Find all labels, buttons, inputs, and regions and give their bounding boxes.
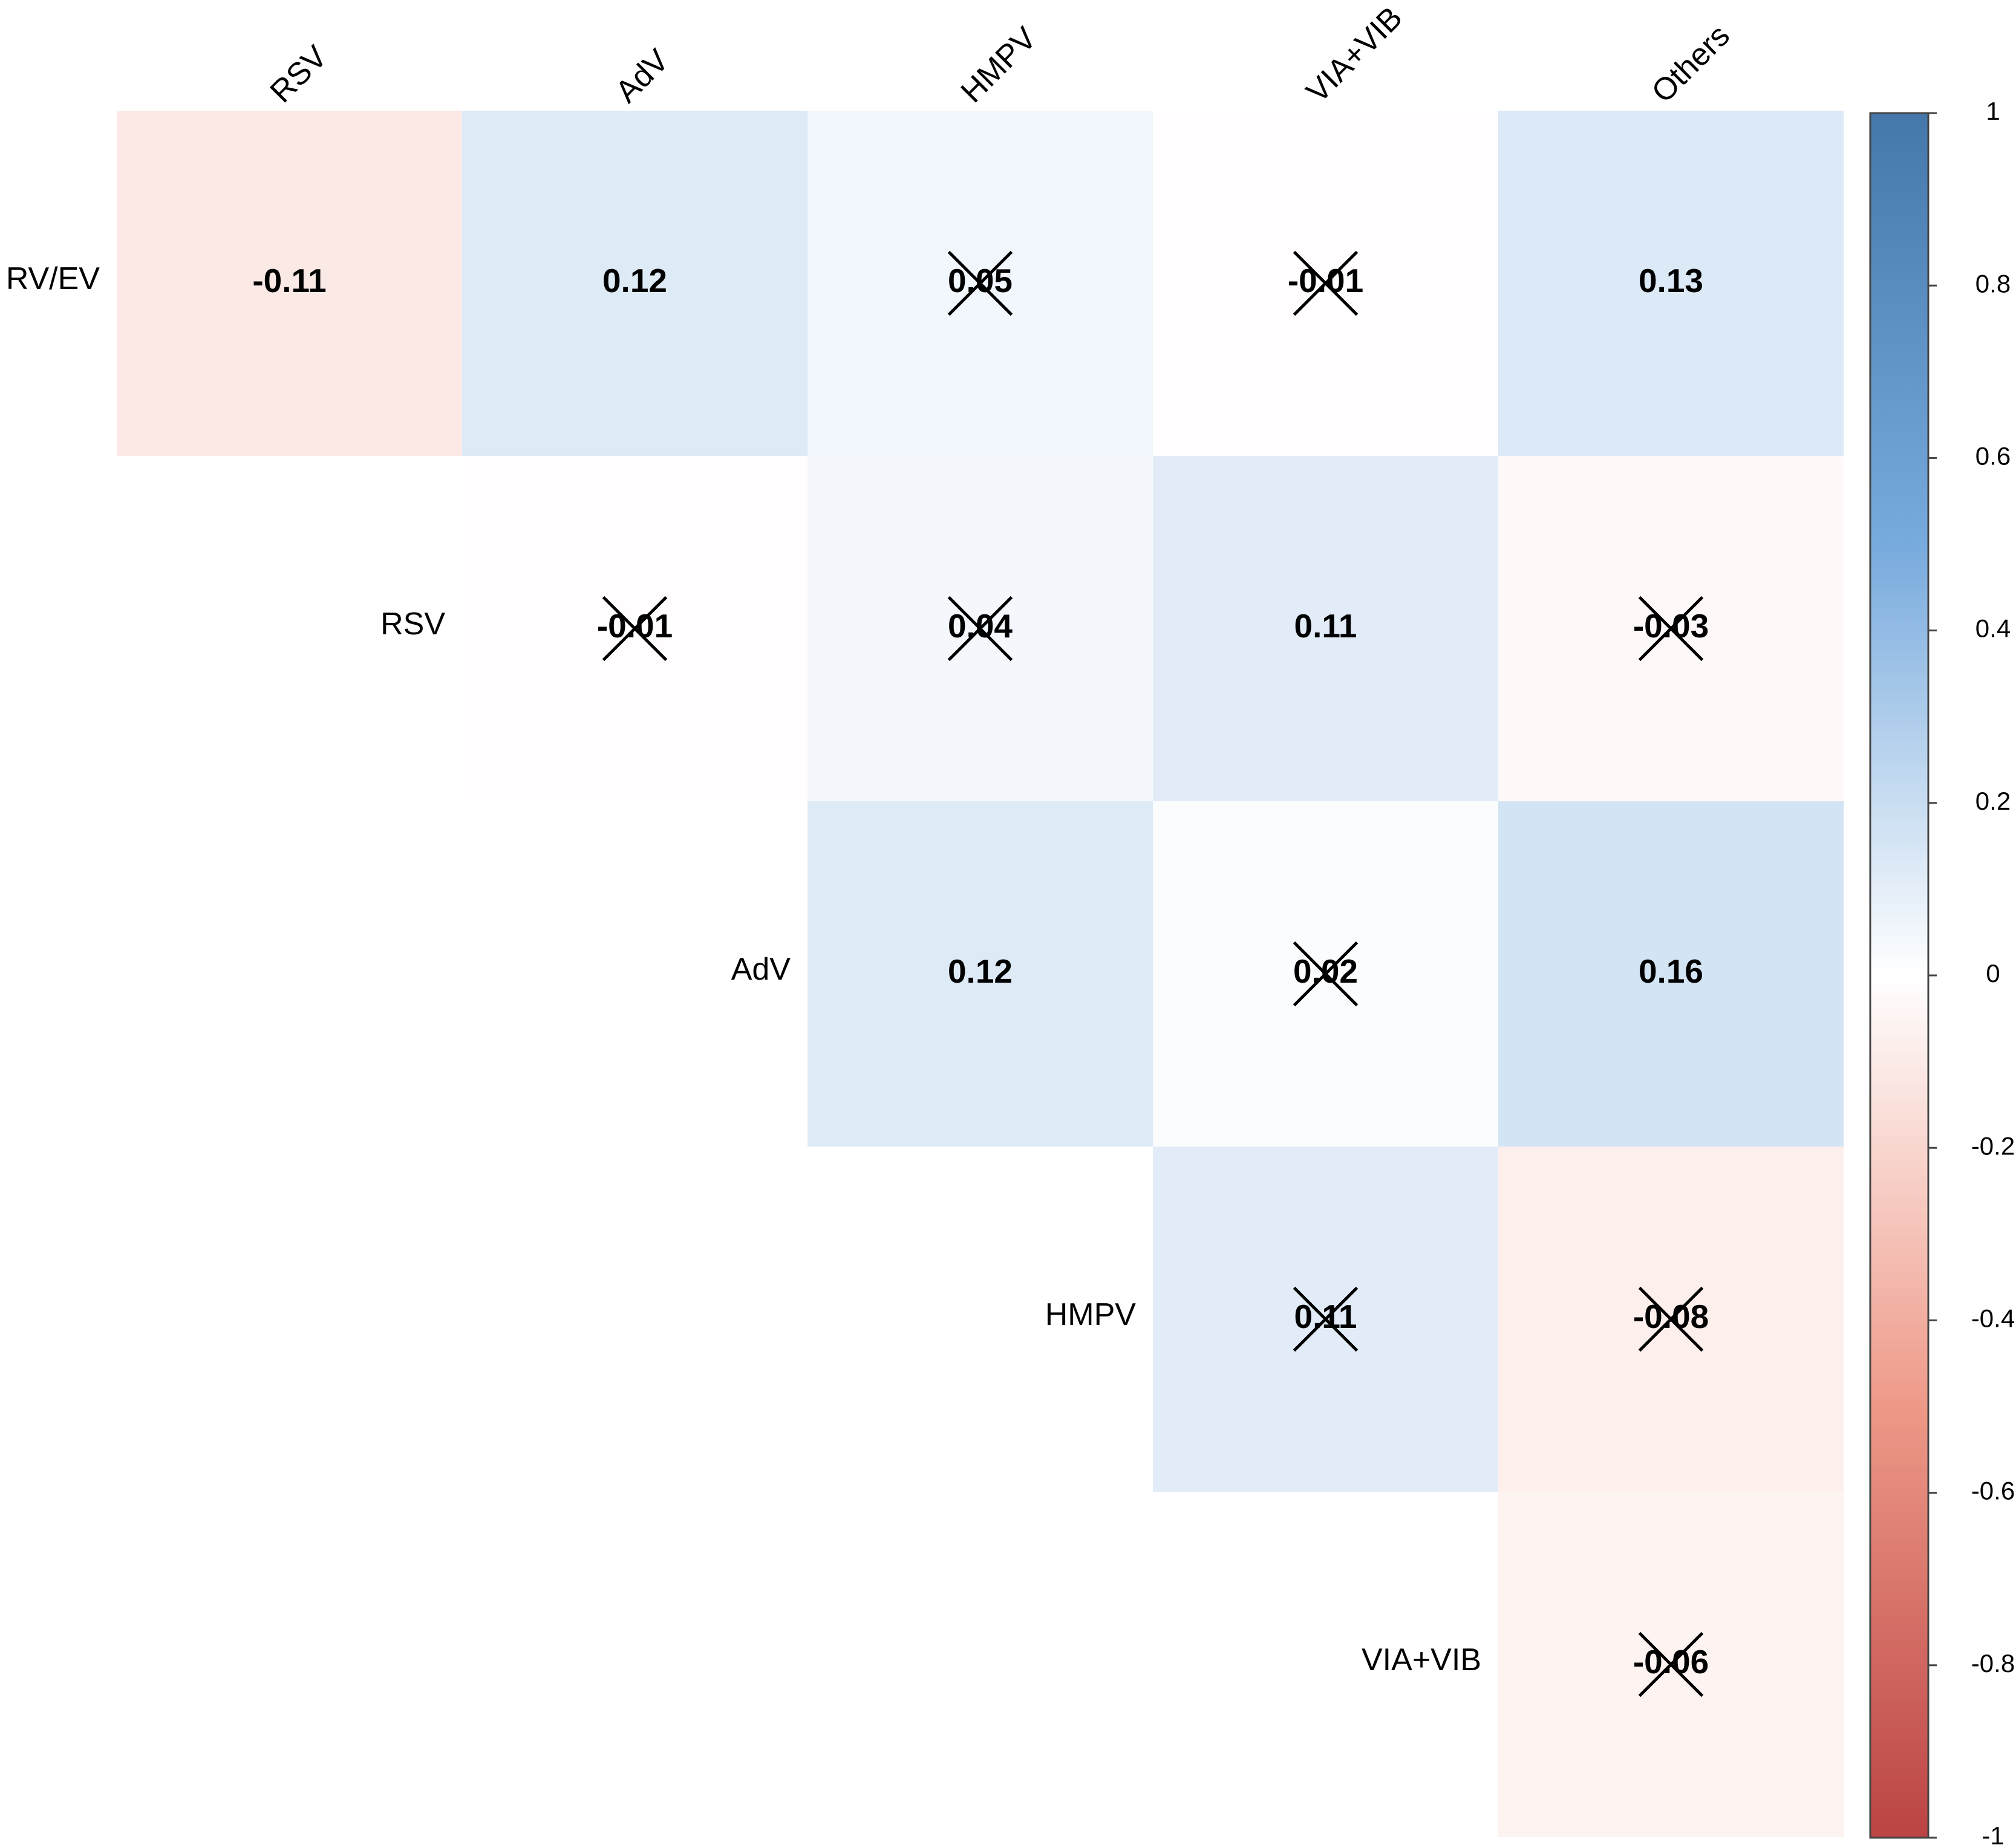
cell-value: 0.11 xyxy=(1294,1298,1357,1335)
insignificant-cross xyxy=(602,596,668,662)
cell-value: 0.04 xyxy=(948,607,1013,645)
row-label: VIA+VIB xyxy=(1362,1642,1481,1677)
column-label: HMPV xyxy=(954,21,1043,109)
insignificant-cross xyxy=(947,250,1013,316)
cell-value: -0.11 xyxy=(252,262,326,299)
color-bar xyxy=(1869,112,1930,1839)
color-bar-label: -1 xyxy=(1982,1821,2004,1848)
cell-value: -0.06 xyxy=(1633,1643,1709,1680)
heatmap-cell xyxy=(1153,456,1498,801)
row-label: RSV xyxy=(380,607,445,642)
cell-value: 0.12 xyxy=(948,952,1013,990)
cell-value: 0.05 xyxy=(948,262,1013,299)
cell-value: -0.08 xyxy=(1633,1298,1709,1335)
column-label: Others xyxy=(1645,18,1737,109)
cell-value: 0.02 xyxy=(1293,952,1358,990)
heatmap-cell xyxy=(1498,801,1844,1147)
heatmap-cell xyxy=(462,111,807,456)
heatmap-cell xyxy=(1498,111,1844,456)
insignificant-cross xyxy=(1293,941,1359,1007)
cell-value: 0.13 xyxy=(1639,262,1703,299)
insignificant-cross xyxy=(1638,1632,1704,1697)
row-label: RV/EV xyxy=(6,261,100,296)
color-bar-label: -0.2 xyxy=(1971,1131,2015,1160)
color-bar-label: 0.6 xyxy=(1975,441,2011,470)
cell-value: 0.11 xyxy=(1294,607,1357,645)
column-label: VIA+VIB xyxy=(1300,0,1409,109)
row-label: HMPV xyxy=(1045,1297,1137,1332)
heatmap-cell xyxy=(117,111,462,456)
cell-value: 0.12 xyxy=(602,262,667,299)
color-bar-label: 1 xyxy=(1986,97,2000,125)
insignificant-cross xyxy=(947,596,1013,662)
color-bar-label: -0.8 xyxy=(1971,1649,2015,1677)
cell-value: -0.01 xyxy=(1288,262,1363,299)
column-label: RSV xyxy=(264,39,334,109)
insignificant-cross xyxy=(1638,1286,1704,1352)
column-label: AdV xyxy=(609,42,676,109)
cell-value: 0.16 xyxy=(1639,952,1703,990)
color-bar-label: 0.8 xyxy=(1975,269,2011,298)
color-bar-label: -0.6 xyxy=(1971,1477,2015,1505)
cell-value: -0.01 xyxy=(597,607,673,645)
insignificant-cross xyxy=(1293,1286,1359,1352)
insignificant-cross xyxy=(1638,596,1704,662)
insignificant-cross xyxy=(1293,250,1359,316)
color-bar-label: -0.4 xyxy=(1971,1304,2015,1332)
heatmap-cell xyxy=(807,801,1153,1147)
cell-value: -0.03 xyxy=(1633,607,1709,645)
color-bar-label: 0.4 xyxy=(1975,614,2011,643)
color-bar-label: 0 xyxy=(1986,959,2000,987)
color-bar-label: 0.2 xyxy=(1975,787,2011,815)
row-label: AdV xyxy=(731,952,791,987)
